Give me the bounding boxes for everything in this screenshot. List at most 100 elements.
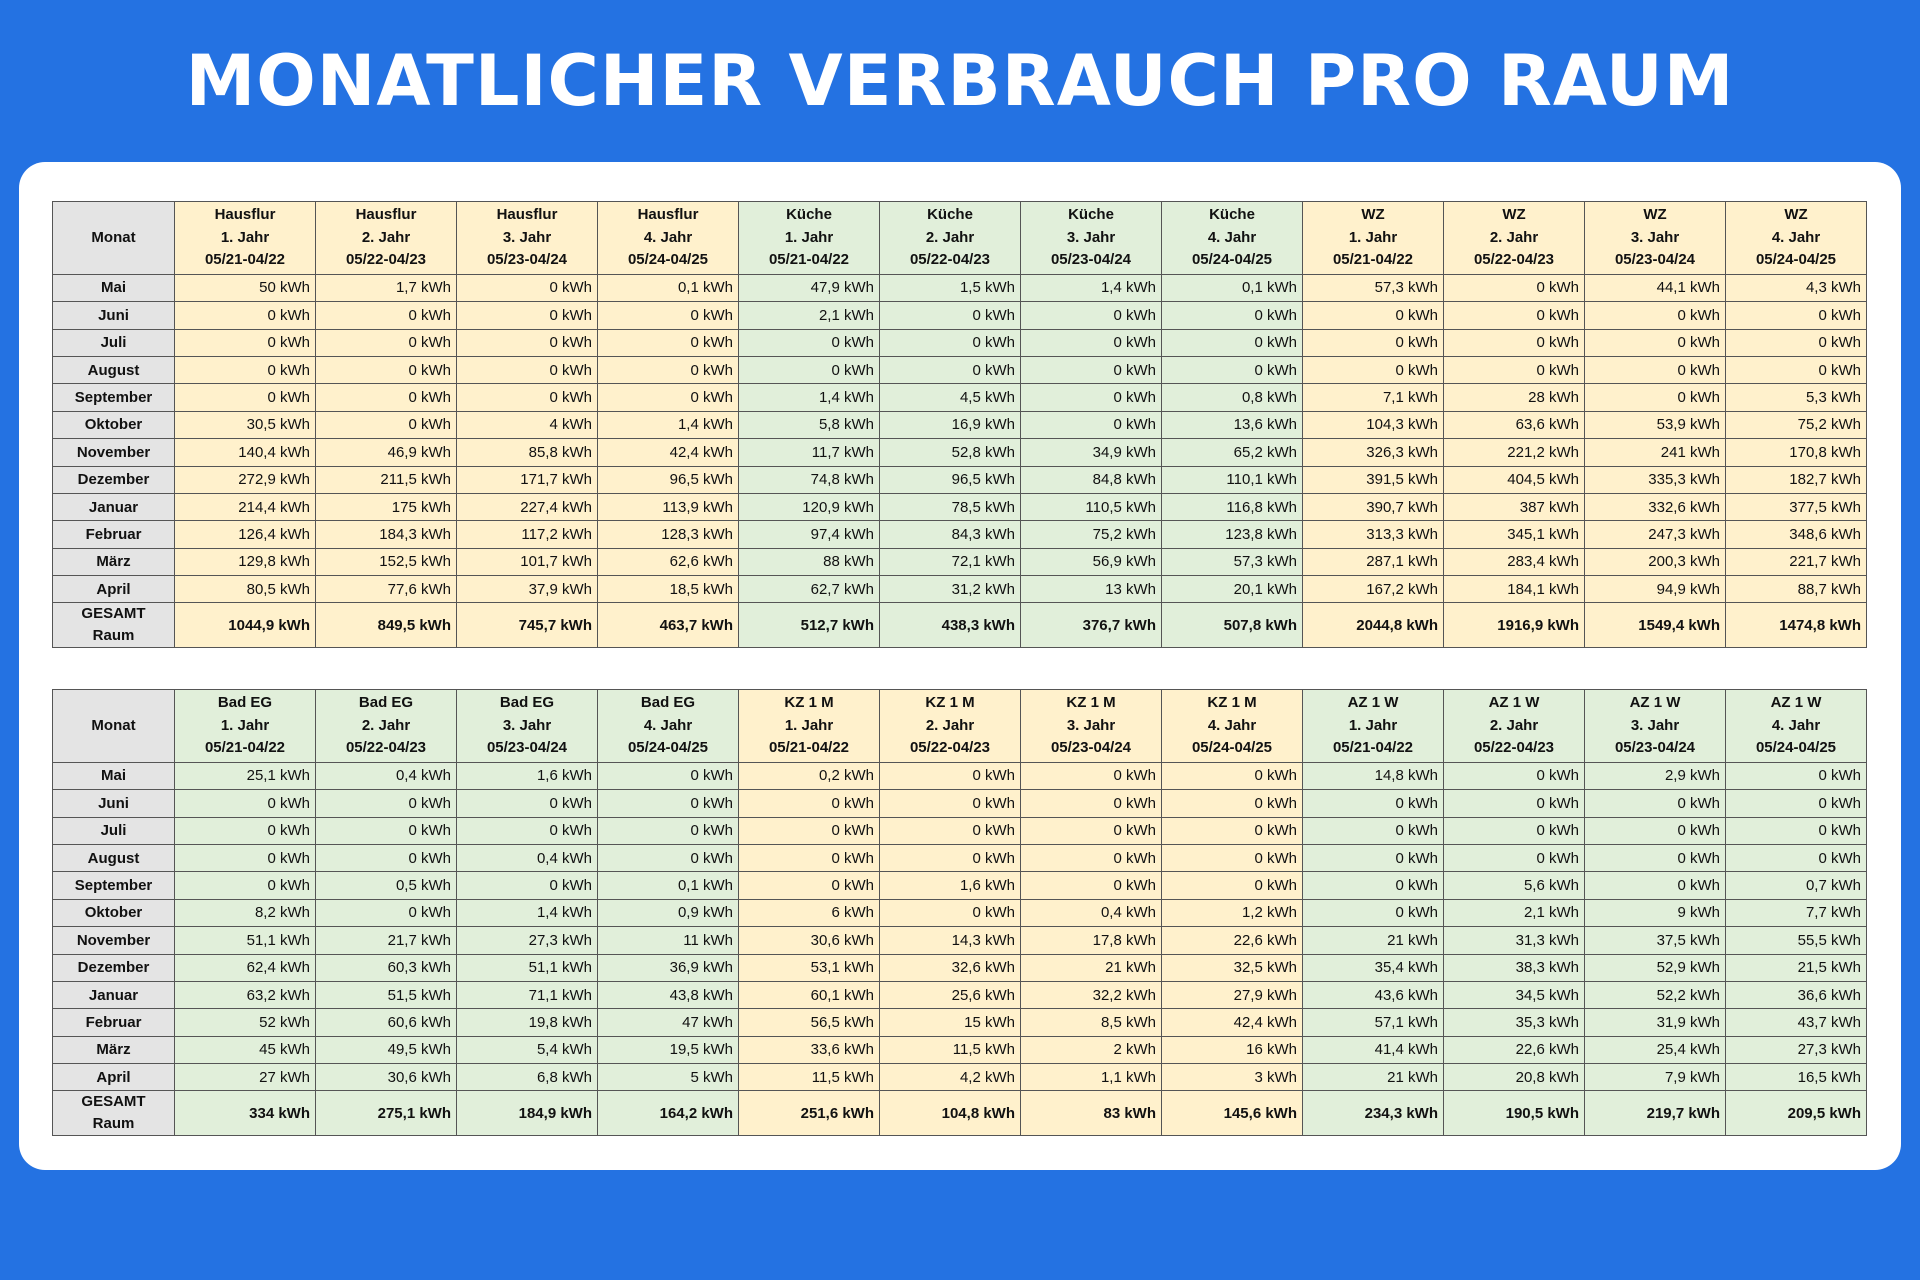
table-row: Juni 0 kWh 0 kWh 0 kWh 0 kWh 2,1 kWh 0 kWh 0 kW… bbox=[52, 301, 1867, 330]
value-cell: 0,7 kWh bbox=[1725, 871, 1867, 900]
value-cell: 387 kWh bbox=[1443, 492, 1585, 522]
value-cell: 0 kWh bbox=[1020, 301, 1162, 330]
value-cell: 116,8 kWh bbox=[1161, 492, 1303, 522]
table-row: August 0 kWh 0 kWh 0 kWh 0 kWh 0 kWh 0 kWh 0 kW… bbox=[52, 355, 1867, 385]
value-cell: 0 kWh bbox=[1020, 816, 1162, 845]
total-label-line2: Raum bbox=[92, 627, 135, 645]
total-value-cell: 1916,9 kWh bbox=[1443, 602, 1585, 649]
month-label: September bbox=[52, 383, 175, 412]
value-cell: 20,8 kWh bbox=[1443, 1063, 1585, 1092]
value-cell: 0 kWh bbox=[597, 383, 739, 412]
column-header: WZ 4. Jahr 05/24-04/25 bbox=[1725, 201, 1867, 275]
column-header-room: Hausflur bbox=[214, 206, 276, 223]
value-cell: 0,4 kWh bbox=[315, 761, 457, 791]
table-row: Juli 0 kWh 0 kWh 0 kWh 0 kWh 0 kWh 0 kWh 0 kWh 0… bbox=[52, 816, 1867, 845]
value-cell: 0 kWh bbox=[1302, 328, 1444, 357]
value-cell: 140,4 kWh bbox=[174, 438, 316, 467]
value-cell: 0 kWh bbox=[879, 898, 1021, 928]
value-cell: 71,1 kWh bbox=[456, 980, 598, 1010]
column-header-room: Hausflur bbox=[355, 206, 417, 223]
value-cell: 62,4 kWh bbox=[174, 953, 316, 982]
value-cell: 0 kWh bbox=[456, 871, 598, 900]
column-header-year: 4. Jahr bbox=[1207, 228, 1257, 246]
column-header-year: 3. Jahr bbox=[1066, 228, 1116, 246]
column-header-room: KZ 1 M bbox=[784, 694, 834, 711]
value-cell: 0 kWh bbox=[738, 816, 880, 845]
value-cell: 0 kWh bbox=[1020, 328, 1162, 357]
month-label: November bbox=[52, 926, 175, 955]
value-cell: 184,1 kWh bbox=[1443, 575, 1585, 604]
total-value-cell: 334 kWh bbox=[174, 1090, 316, 1137]
value-cell: 57,3 kWh bbox=[1302, 273, 1444, 303]
table-row: November 51,1 kWh 21,7 kWh 27,3 kWh 11 kWh 30… bbox=[52, 926, 1867, 955]
value-cell: 0 kWh bbox=[456, 328, 598, 357]
value-cell: 1,2 kWh bbox=[1161, 898, 1303, 928]
value-cell: 0 kWh bbox=[1302, 871, 1444, 900]
value-cell: 326,3 kWh bbox=[1302, 438, 1444, 467]
value-cell: 0 kWh bbox=[1725, 301, 1867, 330]
total-value-cell: 209,5 kWh bbox=[1725, 1090, 1867, 1137]
month-label: Juli bbox=[52, 816, 175, 845]
total-value-cell: 190,5 kWh bbox=[1443, 1090, 1585, 1137]
total-value-cell: 275,1 kWh bbox=[315, 1090, 457, 1137]
value-cell: 241 kWh bbox=[1584, 438, 1726, 467]
value-cell: 0 kWh bbox=[456, 273, 598, 303]
column-header-period: 05/21-04/22 bbox=[1332, 251, 1414, 269]
value-cell: 0 kWh bbox=[315, 301, 457, 330]
value-cell: 0,5 kWh bbox=[315, 871, 457, 900]
column-header: Bad EG 1. Jahr 05/21-04/22 bbox=[174, 689, 316, 763]
value-cell: 101,7 kWh bbox=[456, 547, 598, 577]
value-cell: 35,3 kWh bbox=[1443, 1008, 1585, 1037]
column-header-period: 05/22-04/23 bbox=[1473, 251, 1555, 269]
value-cell: 0 kWh bbox=[1584, 328, 1726, 357]
value-cell: 184,3 kWh bbox=[315, 520, 457, 549]
table-row: Oktober 8,2 kWh 0 kWh 1,4 kWh 0,9 kWh 6 kWh 0 … bbox=[52, 898, 1867, 928]
value-cell: 84,8 kWh bbox=[1020, 465, 1162, 494]
value-cell: 247,3 kWh bbox=[1584, 520, 1726, 549]
value-cell: 4 kWh bbox=[456, 410, 598, 440]
month-label: Juni bbox=[52, 301, 175, 330]
value-cell: 20,1 kWh bbox=[1161, 575, 1303, 604]
value-cell: 0 kWh bbox=[1443, 355, 1585, 385]
value-cell: 0 kWh bbox=[174, 816, 316, 845]
column-header-room: Küche bbox=[786, 206, 832, 223]
total-label-line1: GESAMT bbox=[81, 605, 146, 623]
value-cell: 0 kWh bbox=[315, 383, 457, 412]
month-label: Februar bbox=[52, 520, 175, 549]
value-cell: 0 kWh bbox=[1161, 328, 1303, 357]
value-cell: 7,9 kWh bbox=[1584, 1063, 1726, 1092]
value-cell: 0 kWh bbox=[1725, 761, 1867, 791]
value-cell: 14,8 kWh bbox=[1302, 761, 1444, 791]
value-cell: 51,1 kWh bbox=[174, 926, 316, 955]
table-row: September 0 kWh 0 kWh 0 kWh 0 kWh 1,4 kWh 4,5 … bbox=[52, 383, 1867, 412]
value-cell: 3 kWh bbox=[1161, 1063, 1303, 1092]
value-cell: 0 kWh bbox=[315, 898, 457, 928]
value-cell: 0 kWh bbox=[1020, 761, 1162, 791]
column-header-year: 2. Jahr bbox=[361, 228, 411, 246]
value-cell: 0 kWh bbox=[1020, 789, 1162, 818]
value-cell: 60,6 kWh bbox=[315, 1008, 457, 1037]
table-row: März 129,8 kWh 152,5 kWh 101,7 kWh 62,6 kWh 8… bbox=[52, 547, 1867, 577]
value-cell: 0 kWh bbox=[1443, 816, 1585, 845]
value-cell: 6 kWh bbox=[738, 898, 880, 928]
value-cell: 1,4 kWh bbox=[1020, 273, 1162, 303]
column-header-period: 05/22-04/23 bbox=[909, 251, 991, 269]
total-label: GESAMT Raum bbox=[52, 1090, 175, 1137]
value-cell: 5 kWh bbox=[597, 1063, 739, 1092]
column-header: WZ 3. Jahr 05/23-04/24 bbox=[1584, 201, 1726, 275]
value-cell: 25,4 kWh bbox=[1584, 1035, 1726, 1065]
value-cell: 110,5 kWh bbox=[1020, 492, 1162, 522]
column-header-year: 3. Jahr bbox=[1066, 716, 1116, 734]
month-label: März bbox=[52, 547, 175, 577]
column-header-year: 4. Jahr bbox=[1771, 228, 1821, 246]
value-cell: 2,1 kWh bbox=[1443, 898, 1585, 928]
column-header: Hausflur 4. Jahr 05/24-04/25 bbox=[597, 201, 739, 275]
value-cell: 0 kWh bbox=[174, 301, 316, 330]
value-cell: 211,5 kWh bbox=[315, 465, 457, 494]
total-value-cell: 1549,4 kWh bbox=[1584, 602, 1726, 649]
value-cell: 0 kWh bbox=[456, 383, 598, 412]
total-value-cell: 234,3 kWh bbox=[1302, 1090, 1444, 1137]
value-cell: 16,5 kWh bbox=[1725, 1063, 1867, 1092]
value-cell: 0 kWh bbox=[597, 328, 739, 357]
value-cell: 171,7 kWh bbox=[456, 465, 598, 494]
